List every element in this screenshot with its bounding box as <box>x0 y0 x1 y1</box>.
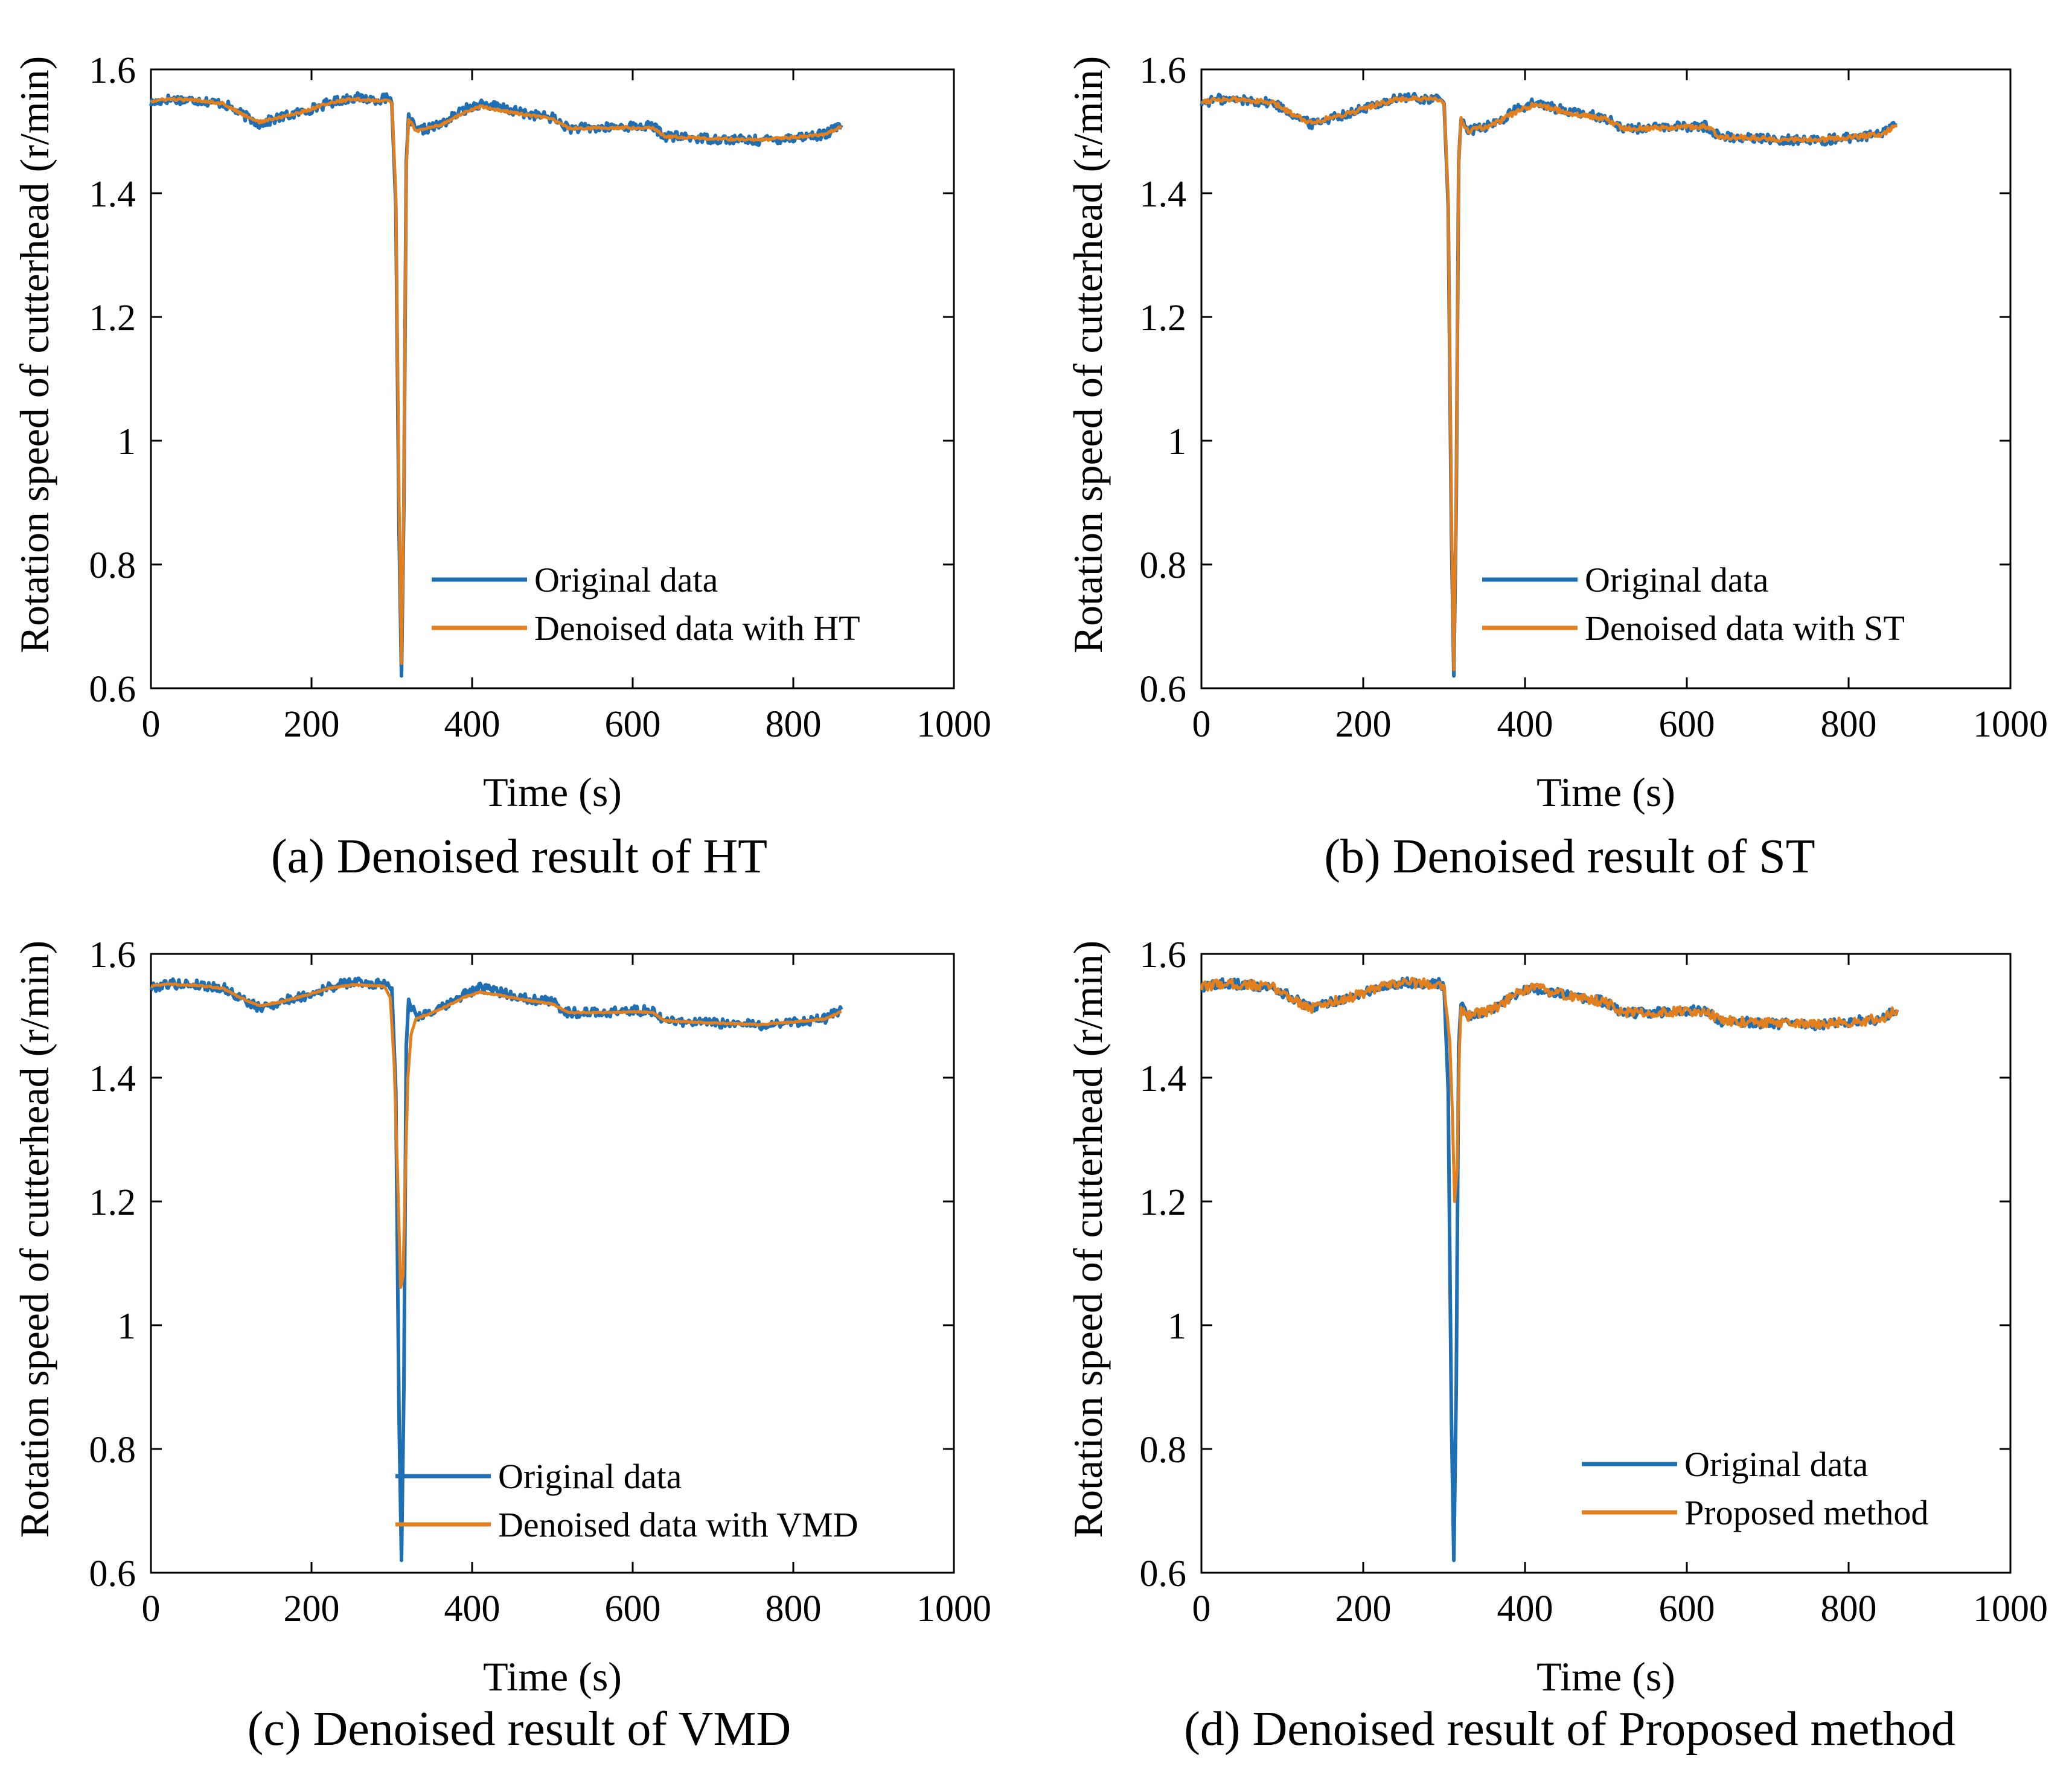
y-tick-label: 1.6 <box>1140 50 1187 91</box>
x-tick-label: 800 <box>1821 704 1877 745</box>
y-tick-label: 1.6 <box>89 935 136 976</box>
plot-area-frame <box>150 953 955 1574</box>
legend-label: Original data <box>534 560 718 600</box>
panel-c: 0 200 400 600 800 1000 0.6 0.8 1 1.2 1.4 1.6 Origina… <box>11 935 991 1756</box>
legend-label: Denoised data with ST <box>1585 609 1905 648</box>
series-line-denoised <box>1201 95 1898 671</box>
x-tick-label: 200 <box>284 1588 340 1629</box>
x-tick-label: 0 <box>1192 1588 1211 1629</box>
series-line-denoised <box>150 982 842 1289</box>
y-axis-label: Rotation speed of cutterhead (r/min) <box>11 941 57 1538</box>
legend-label: Original data <box>1684 1445 1868 1484</box>
panel-caption: (c) Denoised result of VMD <box>248 1703 791 1756</box>
x-tick-label: 800 <box>1821 1588 1877 1629</box>
panel-caption: (a) Denoised result of HT <box>271 830 767 883</box>
series-line-denoised <box>150 97 843 665</box>
y-tick-label: 0.6 <box>1140 669 1187 710</box>
x-tick-label: 800 <box>766 1588 822 1629</box>
x-tick-label: 400 <box>444 1588 500 1629</box>
panel-caption: (b) Denoised result of ST <box>1324 830 1815 883</box>
plot-area-frame <box>150 68 955 689</box>
y-tick-label: 1 <box>117 1306 136 1347</box>
y-axis-label: Rotation speed of cutterhead (r/min) <box>1065 941 1111 1538</box>
x-tick-label: 0 <box>142 1588 161 1629</box>
legend-label: Proposed method <box>1684 1493 1928 1532</box>
x-tick-label: 600 <box>605 704 661 745</box>
x-tick-label: 400 <box>1497 1588 1553 1629</box>
y-tick-label: 0.8 <box>89 1430 136 1471</box>
x-tick-label: 400 <box>444 704 500 745</box>
x-tick-label: 1000 <box>1973 704 2048 745</box>
y-tick-label: 0.6 <box>89 669 136 710</box>
y-axis-label: Rotation speed of cutterhead (r/min) <box>11 56 57 653</box>
y-tick-label: 1 <box>1168 421 1186 462</box>
x-tick-label: 200 <box>1335 1588 1392 1629</box>
panel-a: 0 200 400 600 800 1000 0.6 0.8 1 1.2 1.4 1.6 Origina… <box>11 50 991 883</box>
x-tick-label: 600 <box>1659 1588 1715 1629</box>
panel-b: 0 200 400 600 800 1000 0.6 0.8 1 1.2 1.4 1.6 Origina… <box>1065 50 2048 883</box>
y-tick-label: 1.6 <box>89 50 136 91</box>
x-axis-label: Time (s) <box>483 769 622 815</box>
y-tick-label: 1.4 <box>1140 174 1187 215</box>
y-tick-label: 1.4 <box>1140 1058 1187 1099</box>
y-tick-label: 0.8 <box>1140 545 1187 586</box>
panel-caption: (d) Denoised result of Proposed method <box>1184 1703 1955 1756</box>
y-tick-label: 1.4 <box>89 1058 136 1099</box>
y-axis-label: Rotation speed of cutterhead (r/min) <box>1065 56 1111 653</box>
x-tick-label: 200 <box>284 704 340 745</box>
y-tick-label: 1.2 <box>89 1182 136 1223</box>
x-tick-label: 800 <box>766 704 822 745</box>
x-tick-label: 600 <box>1659 704 1715 745</box>
y-tick-label: 0.6 <box>1140 1553 1187 1594</box>
x-tick-label: 1000 <box>1973 1588 2048 1629</box>
y-tick-label: 0.8 <box>89 545 136 586</box>
plot-area-frame <box>1200 68 2012 689</box>
panel-d: 0 200 400 600 800 1000 0.6 0.8 1 1.2 1.4 1.6 Origina… <box>1065 935 2048 1756</box>
legend-label: Original data <box>498 1457 682 1496</box>
y-tick-label: 1.2 <box>1140 1182 1187 1223</box>
x-tick-label: 0 <box>1192 704 1211 745</box>
y-tick-label: 1 <box>117 421 136 462</box>
y-tick-label: 1 <box>1168 1306 1186 1347</box>
y-tick-label: 1.6 <box>1140 935 1187 976</box>
legend-label: Denoised data with HT <box>534 609 860 648</box>
y-tick-label: 0.6 <box>89 1553 136 1594</box>
x-axis-label: Time (s) <box>1536 769 1675 815</box>
legend-label: Original data <box>1585 560 1768 600</box>
series-line-denoised <box>1200 976 1899 1203</box>
x-tick-label: 600 <box>605 1588 661 1629</box>
legend-label: Denoised data with VMD <box>498 1505 859 1544</box>
series-line-original <box>1200 92 1898 678</box>
series-line-original <box>149 91 843 678</box>
x-tick-label: 200 <box>1335 704 1392 745</box>
x-tick-label: 1000 <box>916 704 991 745</box>
x-axis-label: Time (s) <box>1536 1654 1675 1700</box>
y-tick-label: 1.4 <box>89 174 136 215</box>
x-tick-label: 1000 <box>916 1588 991 1629</box>
x-tick-label: 400 <box>1497 704 1553 745</box>
y-tick-label: 1.2 <box>1140 298 1187 339</box>
y-tick-label: 1.2 <box>89 298 136 339</box>
series-line-original <box>149 976 843 1562</box>
y-tick-label: 0.8 <box>1140 1430 1187 1471</box>
x-axis-label: Time (s) <box>483 1654 622 1700</box>
x-tick-label: 0 <box>142 704 161 745</box>
plot-area-frame <box>1200 953 2012 1574</box>
